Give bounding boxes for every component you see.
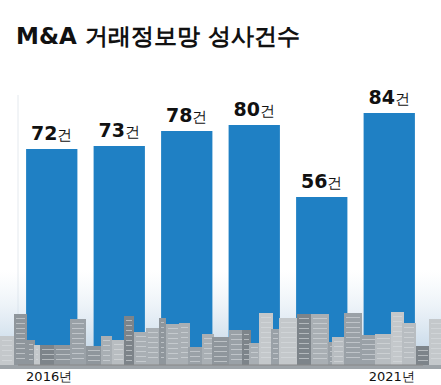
title: M&A 거래정보망 성사건수 [16,23,300,49]
x-axis-line [18,365,423,366]
x-tick-labels: 2016년 2021년 [26,369,415,384]
chart-container: M&A 거래정보망 성사건수 72건 73건 78건 80건 56건 84건 2016년 202… [0,0,441,385]
data-label: 73건 [99,119,140,141]
bar [229,125,280,365]
data-label: 80건 [234,98,275,120]
bar [364,113,415,365]
bar [296,197,347,365]
skyline [0,312,441,369]
x-tick-label: 2021년 [369,369,415,384]
data-label: 84건 [369,86,410,108]
chart-svg: M&A 거래정보망 성사건수 72건 73건 78건 80건 56건 84건 2016년 202… [0,0,441,385]
data-label: 78건 [166,104,207,126]
data-label: 56건 [301,170,342,192]
bar [26,149,77,365]
bars [26,113,415,365]
data-labels: 72건 73건 78건 80건 56건 84건 [31,86,410,192]
bar [161,131,212,365]
x-tick-label: 2016년 [26,369,72,384]
data-label: 72건 [31,122,72,144]
